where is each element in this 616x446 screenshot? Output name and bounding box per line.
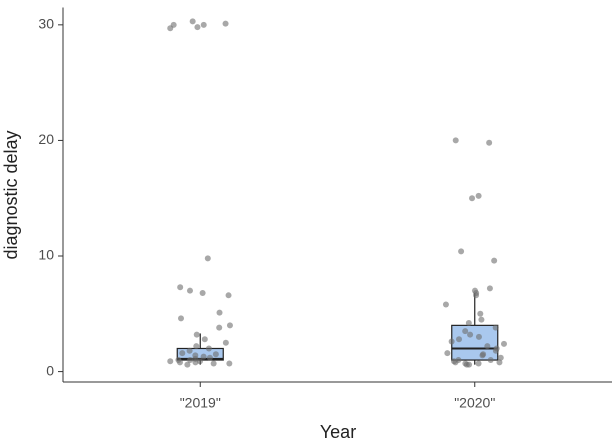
data-point: [212, 351, 219, 358]
x-tick-label: "2020": [454, 395, 495, 411]
data-point: [496, 359, 503, 366]
data-point: [452, 359, 459, 366]
data-point: [170, 21, 177, 28]
data-point: [491, 257, 498, 264]
data-point: [205, 345, 212, 352]
data-point: [199, 289, 206, 296]
box: [451, 324, 499, 361]
data-point: [456, 336, 463, 343]
data-point: [176, 359, 183, 366]
data-point: [492, 347, 499, 354]
data-point: [225, 292, 232, 299]
data-point: [194, 24, 201, 31]
data-point: [210, 360, 217, 367]
data-point: [200, 353, 207, 360]
data-point: [192, 352, 199, 359]
data-point: [487, 357, 494, 364]
data-point: [475, 333, 482, 340]
data-point: [222, 339, 229, 346]
data-point: [192, 359, 199, 366]
data-point: [216, 309, 223, 316]
data-point: [177, 284, 184, 291]
data-point: [478, 316, 485, 323]
y-tick-label: 30: [38, 16, 54, 32]
y-tick-label: 0: [46, 362, 54, 378]
data-point: [458, 248, 465, 255]
data-point: [452, 137, 459, 144]
data-point: [204, 255, 211, 262]
data-point: [226, 360, 233, 367]
data-point: [466, 361, 473, 368]
data-point: [486, 139, 493, 146]
y-axis-title: diagnostic delay: [1, 130, 21, 259]
data-point: [200, 21, 207, 28]
y-tick-label: 20: [38, 131, 54, 147]
data-point: [444, 350, 451, 357]
data-point: [475, 192, 482, 199]
data-point: [216, 324, 223, 331]
data-point: [193, 331, 200, 338]
data-point: [442, 301, 449, 308]
data-point: [186, 347, 193, 354]
data-point: [448, 338, 455, 345]
data-point: [484, 343, 491, 350]
data-point: [196, 358, 203, 365]
data-point: [189, 18, 196, 25]
data-point: [193, 343, 200, 350]
data-point: [480, 351, 487, 358]
data-point: [179, 350, 186, 357]
data-point: [184, 361, 191, 368]
data-point: [467, 331, 474, 338]
data-point: [497, 354, 504, 361]
data-point: [226, 322, 233, 329]
data-point: [500, 340, 507, 347]
data-point: [469, 195, 476, 202]
data-point: [486, 285, 493, 292]
data-point: [167, 358, 174, 365]
data-point: [473, 292, 480, 299]
y-tick-label: 10: [38, 247, 54, 263]
data-point: [187, 357, 194, 364]
x-tick-label: "2019": [180, 395, 221, 411]
data-point: [222, 20, 229, 27]
data-point: [462, 328, 469, 335]
data-point: [206, 354, 213, 361]
data-point: [477, 310, 484, 317]
x-axis-title: Year: [320, 422, 356, 442]
data-point: [201, 336, 208, 343]
data-point: [475, 360, 482, 367]
data-point: [186, 287, 193, 294]
data-point: [177, 315, 184, 322]
data-point: [465, 320, 472, 327]
data-point: [492, 324, 499, 331]
